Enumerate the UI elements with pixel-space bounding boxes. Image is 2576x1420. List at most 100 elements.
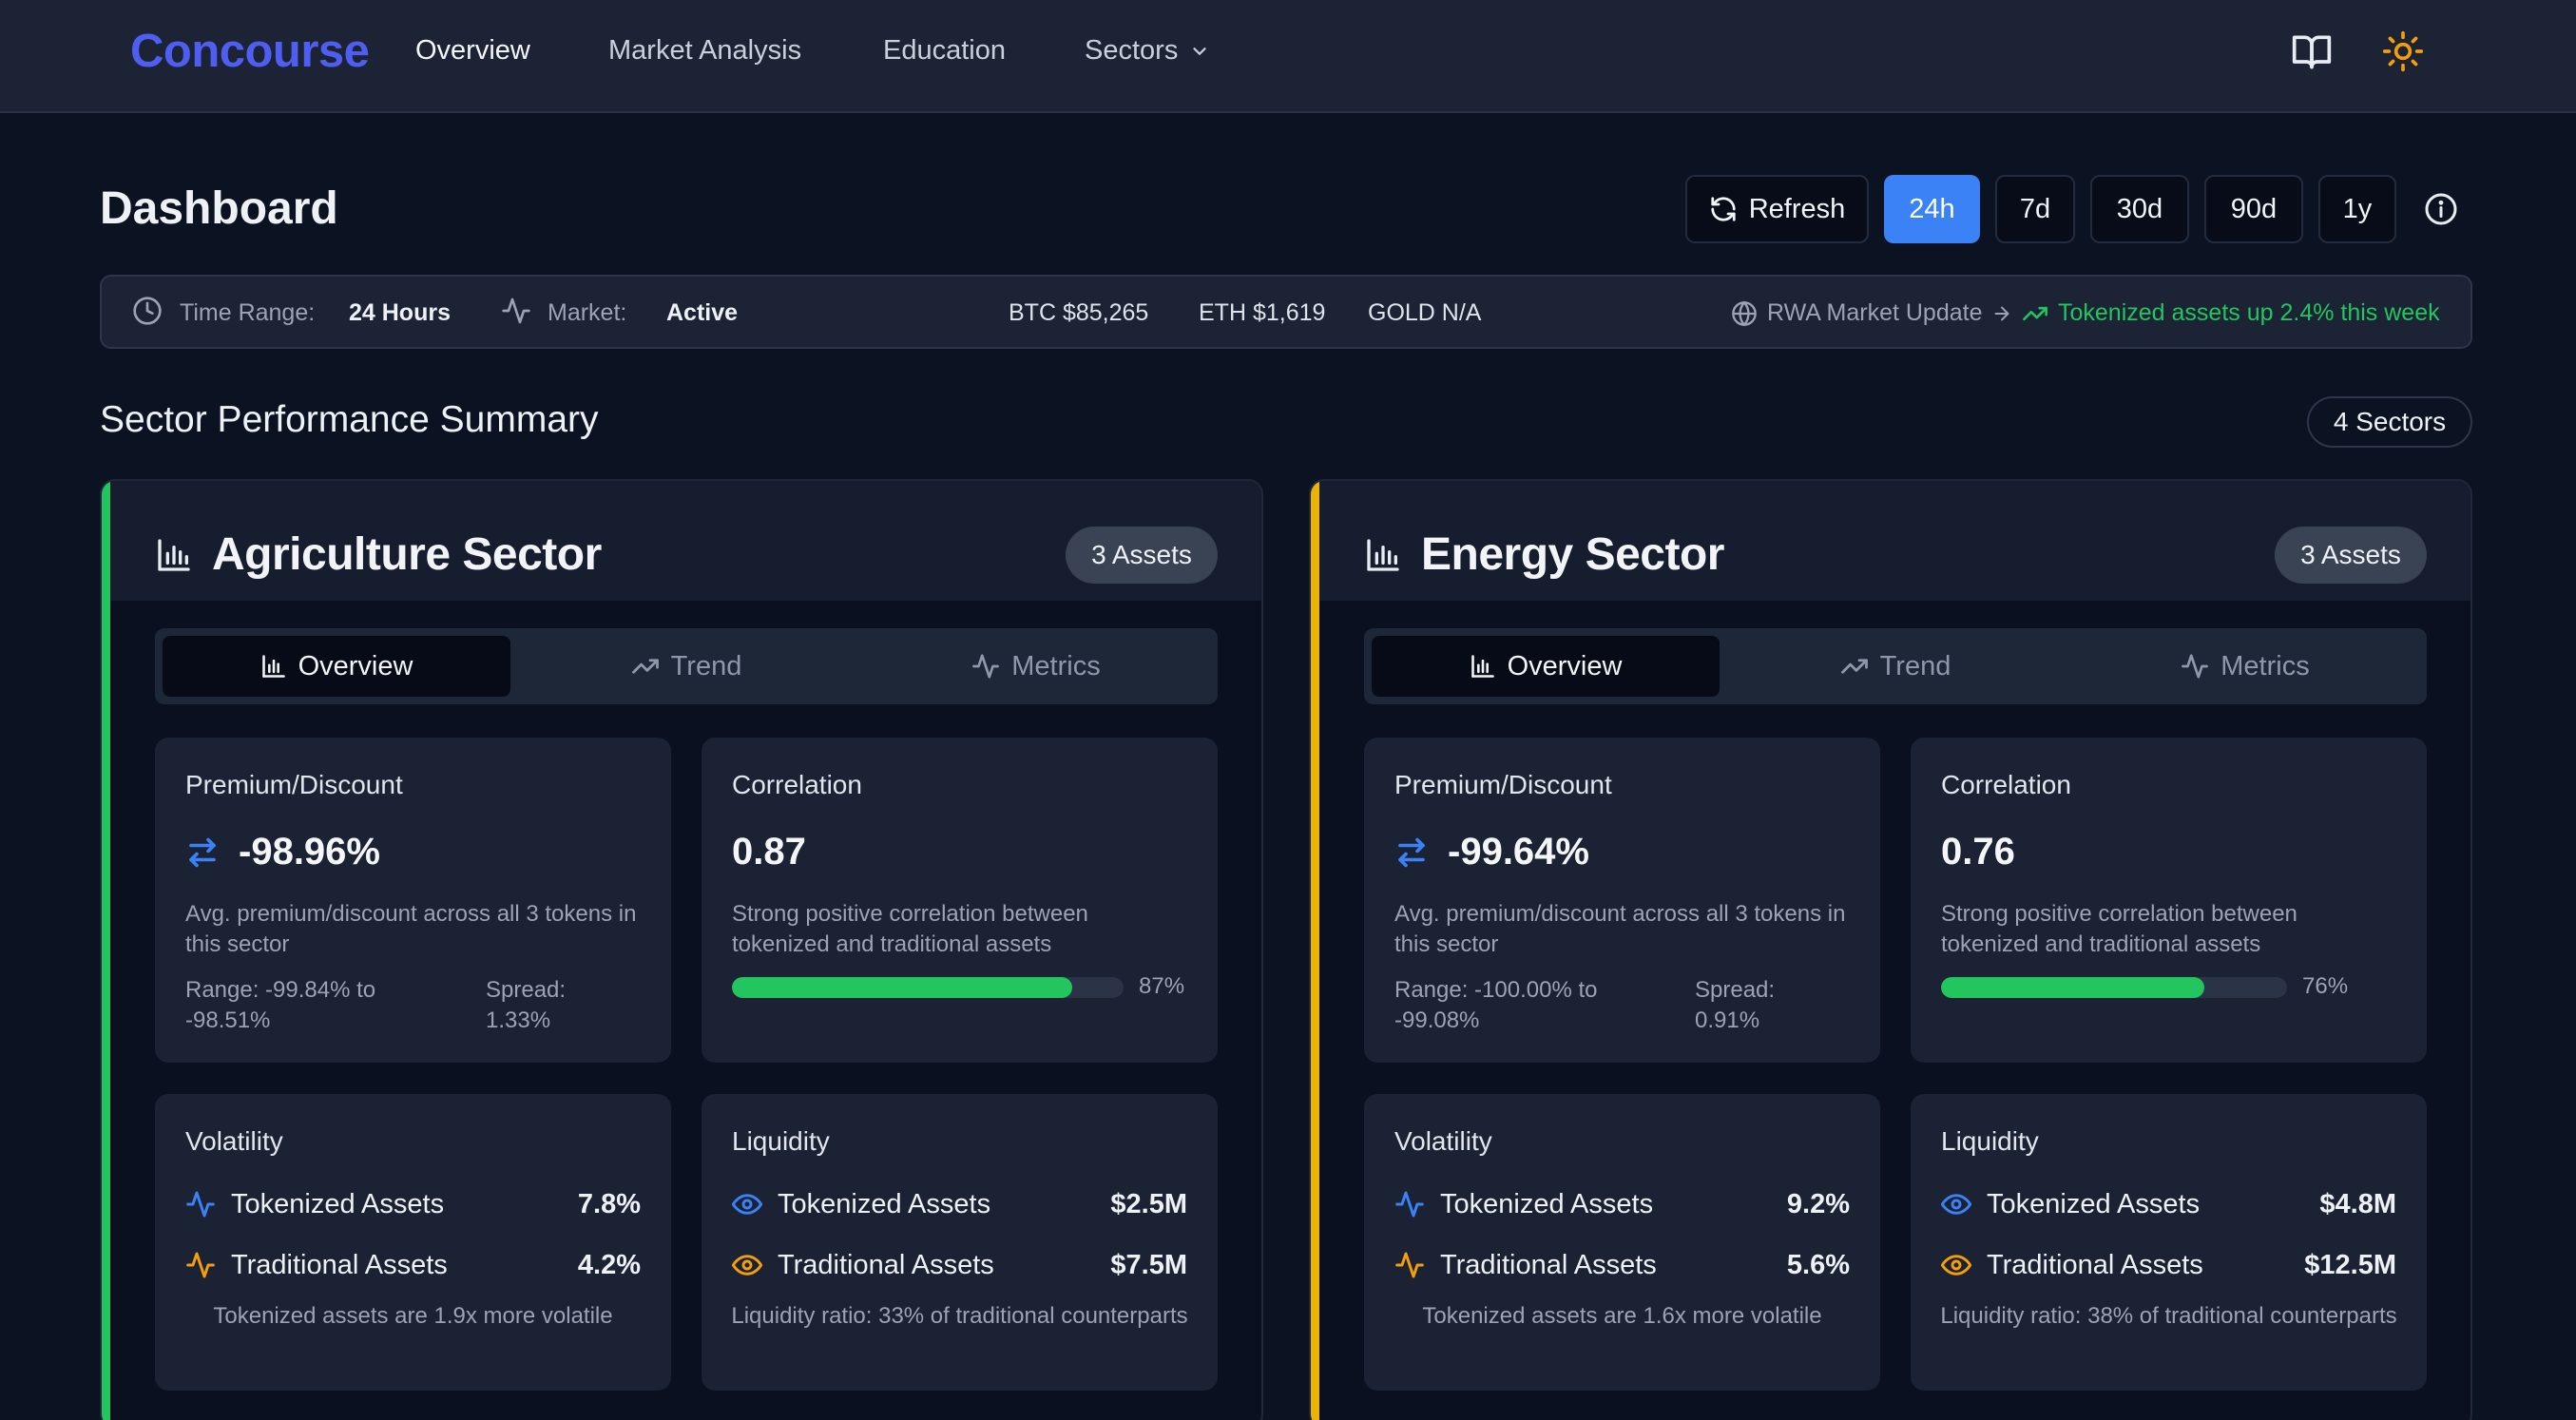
bar-chart-icon [155,536,193,574]
activity-icon [185,1250,216,1280]
liquidity-traditional-row: Traditional Assets $12.5M [1941,1246,2396,1284]
refresh-button[interactable]: Refresh [1685,175,1869,243]
premium-description: Avg. premium/discount across all 3 token… [1394,901,1846,957]
volatility-label: Volatility [185,1126,283,1156]
volatility-traditional-row: Traditional Assets 4.2% [185,1246,641,1284]
range-1y-button[interactable]: 1y [2318,175,2396,243]
rwa-trend: Tokenized assets up 2.4% this week [2022,299,2440,327]
swap-arrows-icon [185,835,220,870]
status-bar: Time Range: 24 Hours Market: Active BTC … [100,275,2472,349]
range-7d-button[interactable]: 7d [1995,175,2075,243]
brand-logo[interactable]: Concourse [130,26,370,77]
nav-market-analysis[interactable]: Market Analysis [608,35,802,66]
range-24h-button[interactable]: 24h [1884,175,1980,243]
premium-range: Range: -100.00% to -99.08% [1394,977,1598,1033]
chevron-down-icon [1189,41,1210,62]
premium-description: Avg. premium/discount across all 3 token… [185,901,637,957]
nav-sectors[interactable]: Sectors [1085,35,1210,67]
premium-spread: Spread: 0.91% [1695,977,1776,1033]
assets-count-badge: 3 Assets [1066,527,1218,584]
correlation-description: Strong positive correlation between toke… [732,901,1088,957]
assets-count-badge: 3 Assets [2275,527,2427,584]
info-icon[interactable] [2424,192,2458,226]
sun-icon[interactable] [2382,30,2424,72]
volatility-card: Volatility Tokenized Assets 9.2% Traditi… [1364,1094,1880,1391]
activity-icon [2181,652,2209,681]
eye-icon [1941,1250,1971,1280]
tab-trend[interactable]: Trend [512,636,860,697]
activity-icon [185,1189,216,1219]
swap-arrows-icon [1394,835,1429,870]
liquidity-tokenized-row: Tokenized Assets $2.5M [732,1185,1187,1223]
rwa-update-link[interactable]: RWA Market Update [1731,299,2012,327]
correlation-progress [732,977,1124,998]
correlation-card: Correlation 0.76 Strong positive correla… [1911,738,2427,1063]
liquidity-card: Liquidity Tokenized Assets $2.5M Traditi… [702,1094,1218,1391]
liquidity-tokenized-row: Tokenized Assets $4.8M [1941,1185,2396,1223]
liquidity-label: Liquidity [1941,1126,2039,1156]
volatility-card: Volatility Tokenized Assets 7.8% Traditi… [155,1094,671,1391]
volatility-traditional-row: Traditional Assets 5.6% [1394,1246,1850,1284]
premium-label: Premium/Discount [185,770,403,799]
range-90d-button[interactable]: 90d [2204,175,2303,243]
liquidity-label: Liquidity [732,1126,830,1156]
eye-icon [1941,1189,1971,1219]
sector-accent-bar [1311,481,1319,1420]
card-title: Agriculture Sector [155,528,602,581]
tab-metrics[interactable]: Metrics [862,636,1210,697]
book-icon[interactable] [2291,30,2333,72]
time-range-label: Time Range: [180,299,316,326]
refresh-icon [1709,195,1738,223]
market-label: Market: [548,299,627,326]
correlation-card: Correlation 0.87 Strong positive correla… [702,738,1218,1063]
correlation-progress [1941,977,2287,998]
liquidity-note: Liquidity ratio: 33% of traditional coun… [731,1303,1188,1329]
bar-chart-icon [1364,536,1402,574]
card-title: Energy Sector [1364,528,1724,581]
trending-up-icon [631,652,660,681]
liquidity-note: Liquidity ratio: 38% of traditional coun… [1940,1303,2397,1329]
volatility-note: Tokenized assets are 1.9x more volatile [213,1303,613,1329]
btc-price: BTC $85,265 [1009,299,1149,326]
correlation-progress-fill [1941,977,2204,998]
premium-value: -99.64% [1394,831,1589,873]
sector-accent-bar [102,481,110,1420]
range-30d-button[interactable]: 30d [2090,175,2189,243]
activity-icon [501,296,531,326]
time-range-value: 24 Hours [349,299,451,326]
nav-education[interactable]: Education [883,35,1006,66]
correlation-description: Strong positive correlation between toke… [1941,901,2297,957]
premium-value: -98.96% [185,831,380,873]
correlation-percent: 87% [1139,973,1185,999]
sector-card-agriculture: Agriculture Sector 3 Assets Overview Tre… [100,479,1263,1420]
nav-overview[interactable]: Overview [415,35,530,66]
correlation-progress-fill [732,977,1073,998]
sector-tabs: Overview Trend Metrics [1364,628,2427,704]
bar-chart-icon [260,653,287,680]
sector-tabs: Overview Trend Metrics [155,628,1218,704]
eye-icon [732,1189,762,1219]
correlation-percent: 76% [2302,973,2349,999]
premium-discount-card: Premium/Discount -99.64% Avg. premium/di… [1364,738,1880,1063]
sector-card-energy: Energy Sector 3 Assets Overview Trend Me… [1309,479,2472,1420]
globe-icon [1731,300,1758,327]
correlation-label: Correlation [732,770,862,799]
top-nav: Concourse Overview Market Analysis Educa… [0,0,2576,113]
premium-range: Range: -99.84% to -98.51% [185,977,376,1033]
eye-icon [732,1250,762,1280]
tab-metrics[interactable]: Metrics [2071,636,2419,697]
tab-trend[interactable]: Trend [1721,636,2069,697]
trending-up-icon [2022,300,2048,327]
gold-price: GOLD N/A [1368,299,1482,326]
clock-icon [132,296,163,326]
liquidity-traditional-row: Traditional Assets $7.5M [732,1246,1187,1284]
liquidity-card: Liquidity Tokenized Assets $4.8M Traditi… [1911,1094,2427,1391]
tab-overview[interactable]: Overview [1372,636,1720,697]
tab-overview[interactable]: Overview [163,636,510,697]
premium-spread: Spread: 1.33% [486,977,567,1033]
activity-icon [1394,1189,1425,1219]
section-title: Sector Performance Summary [100,399,599,440]
sectors-count-badge: 4 Sectors [2307,396,2472,448]
premium-discount-card: Premium/Discount -98.96% Avg. premium/di… [155,738,671,1063]
activity-icon [971,652,1000,681]
